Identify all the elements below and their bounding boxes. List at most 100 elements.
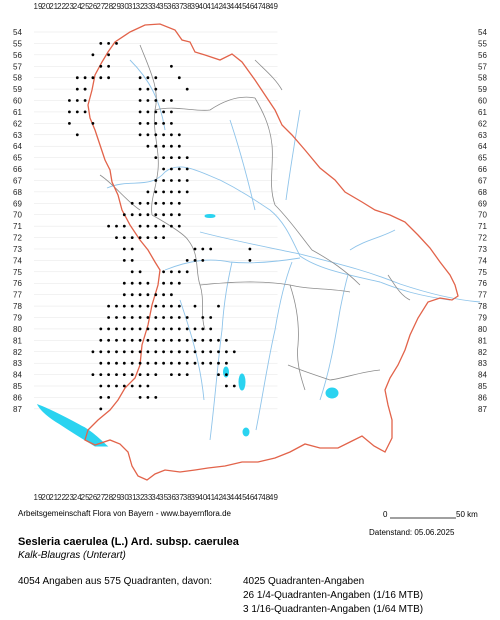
occurrence-dot [138,224,142,228]
y-tick-label: 86 [478,393,487,402]
occurrence-dot [193,304,197,308]
occurrence-dot [217,361,220,365]
occurrence-dot [154,87,158,91]
occurrence-dot [154,190,158,194]
x-tick-label: 26 [88,493,97,500]
occurrence-dot [154,179,158,182]
occurrence-dot [232,350,236,354]
occurrence-dot [130,316,134,319]
occurrence-dot [146,213,150,217]
occurrence-dot [138,201,142,205]
y-tick-label: 60 [13,97,22,106]
occurrence-dot [146,110,150,114]
occurrence-dot [185,361,189,365]
x-tick-label: 45 [238,2,247,11]
occurrence-dot [130,350,134,354]
y-tick-label: 81 [13,336,22,345]
occurrence-dot [154,361,158,365]
y-tick-label: 76 [478,279,487,288]
occurrence-dot [91,76,95,80]
occurrence-dot [185,179,189,182]
y-tick-label: 59 [13,85,22,94]
y-tick-label: 83 [13,359,22,368]
y-tick-label: 87 [13,405,22,414]
y-tick-label: 65 [478,154,487,163]
x-tick-label: 32 [136,2,145,11]
y-tick-label: 68 [13,188,22,197]
occurrence-dot [201,338,205,342]
occurrence-dot [115,224,118,228]
occurrence-dot [154,304,158,308]
occurrence-dot [225,373,228,376]
occurrence-dot [154,122,158,125]
occurrence-dot [185,87,189,91]
rivers [106,59,481,441]
occurrence-dot [130,259,134,262]
y-tick-label: 70 [13,211,22,220]
occurrence-dot [193,259,197,262]
occurrence-dot [170,167,173,171]
occurrence-dot [146,327,150,331]
occurrence-dot [107,53,110,57]
occurrence-dot [146,373,150,376]
y-tick-label: 83 [478,359,487,368]
distribution-map: 1920212223242526272829303132333435363738… [13,2,487,500]
occurrence-dot [99,338,103,342]
occurrence-dot [115,384,118,388]
occurrence-dot [185,270,189,274]
y-tick-label: 56 [13,51,22,60]
occurrence-dot [177,213,181,217]
occurrence-dot [170,190,173,194]
occurrence-dot [162,133,166,137]
y-tick-label: 74 [13,256,22,265]
occurrence-dot [122,281,126,285]
records-summary: 4054 Angaben aus 575 Quadranten, davon: [18,576,213,587]
occurrence-dot [170,156,173,160]
x-tick-label: 36 [167,2,176,11]
x-tick-label: 27 [96,493,105,500]
occurrence-dot [201,316,205,319]
occurrence-dot [122,224,126,228]
y-tick-label: 84 [478,371,487,380]
occurrence-dot [201,327,205,331]
occurrence-dot [248,247,252,251]
occurrence-dot [185,350,189,354]
occurrence-dot [99,42,103,45]
occurrence-dot [99,407,103,411]
y-tick-label: 75 [13,268,22,277]
x-tick-label: 40 [198,2,207,11]
y-tick-label: 71 [13,222,22,231]
y-tick-label: 72 [13,234,22,243]
y-tick-label: 65 [13,154,22,163]
y-tick-label: 55 [478,39,487,48]
occurrence-dot [177,281,181,285]
occurrence-dot [130,373,134,376]
occurrence-dot [115,350,118,354]
occurrence-dot [138,350,142,354]
occurrence-dot [146,87,150,91]
occurrence-dot [138,110,142,114]
occurrence-dot [75,87,79,91]
occurrence-dot [146,293,150,297]
occurrence-dot [83,99,87,102]
occurrence-dot [193,338,197,342]
x-axis-bottom: 1920212223242526272829303132333435363738… [34,493,279,500]
occurrence-dot [201,350,205,354]
occurrence-dot [122,304,126,308]
scale-bar [390,517,456,519]
x-tick-label: 41 [206,2,215,11]
occurrence-dot [138,281,142,285]
y-tick-label: 61 [478,108,487,117]
occurrence-dot [177,316,181,319]
x-tick-label: 37 [175,493,184,500]
y-tick-label: 61 [13,108,22,117]
x-tick-label: 38 [183,493,192,500]
x-tick-label: 47 [253,2,262,11]
occurrence-dot [115,338,118,342]
y-tick-label: 62 [478,119,487,128]
occurrence-dot [154,156,158,160]
occurrence-dot [162,316,166,319]
y-tick-label: 86 [13,393,22,402]
occurrence-dot [99,76,103,80]
y-tick-label: 79 [478,314,487,323]
